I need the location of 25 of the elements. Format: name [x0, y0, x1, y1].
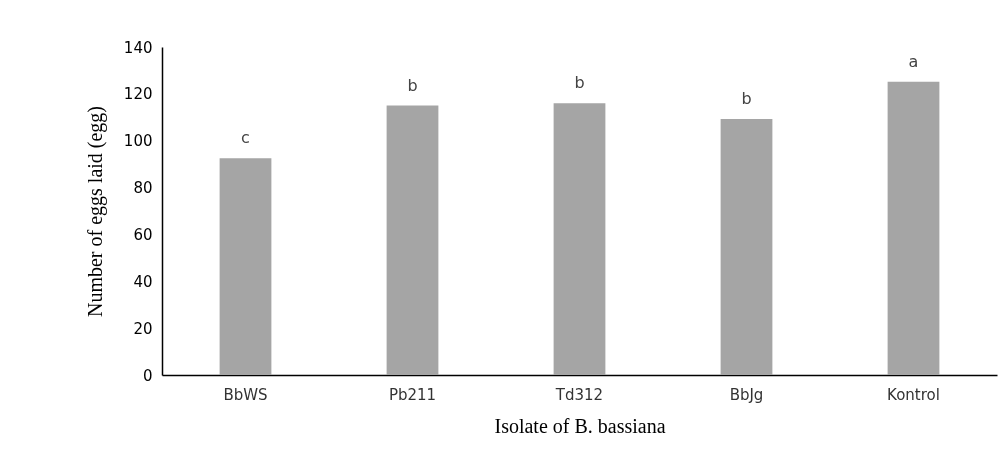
y-tick-label: 100	[123, 132, 153, 151]
x-tick-label: Td312	[554, 385, 604, 404]
x-tick-label: BbJg	[729, 385, 764, 404]
y-tick-label: 40	[133, 272, 153, 291]
x-tick-label: Pb211	[388, 385, 437, 404]
bar	[219, 158, 272, 375]
x-tick-label: Kontrol	[887, 385, 940, 404]
data-label: b	[741, 88, 752, 108]
y-tick-label: 140	[123, 38, 153, 57]
y-tick-label: 0	[142, 366, 153, 385]
y-axis-title: Number of eggs laid (egg)	[83, 105, 107, 318]
bar	[887, 81, 940, 375]
data-label: a	[908, 51, 919, 71]
data-label: b	[407, 75, 418, 95]
y-tick-label: 60	[133, 225, 153, 244]
bar	[553, 103, 606, 375]
data-label: b	[574, 73, 585, 93]
y-tick-label: 20	[133, 319, 153, 338]
x-tick-label: BbWS	[223, 385, 268, 404]
x-axis-title: Isolate of B. bassiana	[494, 414, 666, 437]
y-tick-label: 120	[123, 85, 153, 104]
bar	[386, 105, 439, 375]
data-label: c	[241, 128, 250, 148]
bar	[720, 118, 773, 375]
y-tick-label: 80	[133, 179, 153, 198]
